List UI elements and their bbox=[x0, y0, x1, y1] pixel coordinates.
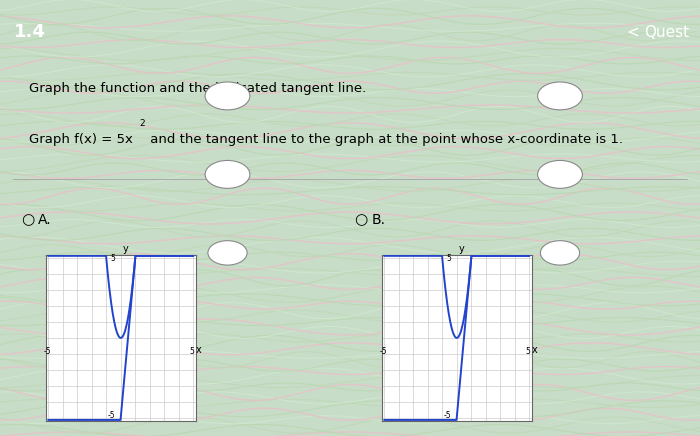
Text: 2: 2 bbox=[139, 119, 145, 128]
Text: x: x bbox=[195, 345, 201, 355]
Text: -5: -5 bbox=[379, 347, 387, 356]
Text: y: y bbox=[123, 244, 129, 254]
Text: -5: -5 bbox=[108, 412, 116, 420]
Text: -5: -5 bbox=[43, 347, 51, 356]
Text: Quest: Quest bbox=[644, 25, 689, 40]
Text: y: y bbox=[459, 244, 465, 254]
Text: B.: B. bbox=[371, 213, 385, 227]
Text: ○: ○ bbox=[21, 212, 34, 228]
Text: 5: 5 bbox=[189, 347, 194, 356]
Text: 5: 5 bbox=[111, 254, 116, 263]
Text: x: x bbox=[531, 345, 537, 355]
Text: -5: -5 bbox=[444, 412, 452, 420]
Text: Graph the function and the indicated tangent line.: Graph the function and the indicated tan… bbox=[29, 82, 367, 95]
Text: 5: 5 bbox=[447, 254, 452, 263]
Text: 5: 5 bbox=[525, 347, 530, 356]
Text: <: < bbox=[626, 25, 639, 40]
Text: and the tangent line to the graph at the point whose x-coordinate is 1.: and the tangent line to the graph at the… bbox=[146, 133, 623, 146]
Text: A.: A. bbox=[38, 213, 52, 227]
Text: 1.4: 1.4 bbox=[14, 24, 46, 41]
Text: Graph f(x) = 5x: Graph f(x) = 5x bbox=[29, 133, 134, 146]
Text: ○: ○ bbox=[354, 212, 367, 228]
